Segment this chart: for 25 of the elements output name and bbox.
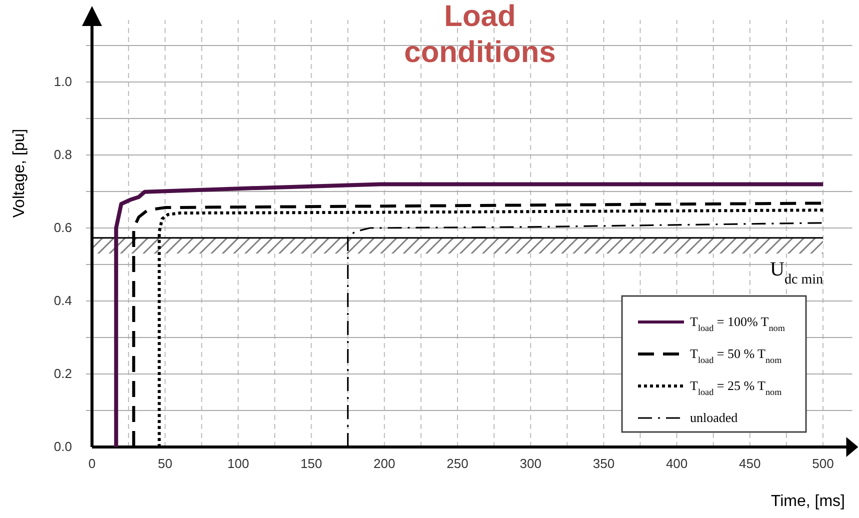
y-tick-label: 0.0	[54, 439, 72, 454]
x-tick-label: 500	[812, 456, 834, 472]
y-tick-label: 1.0	[54, 74, 72, 90]
x-tick-label: 350	[592, 456, 615, 472]
x-tick-label: 300	[520, 456, 542, 472]
x-tick-label: 150	[300, 456, 322, 472]
x-tick-label: 100	[227, 456, 250, 472]
x-tick-label: 200	[374, 456, 396, 472]
band-label: U$_{dc min}$	[770, 258, 823, 288]
chart-title: Load conditions	[404, 0, 556, 69]
legend-label: T$_{load}$ = 100% T$_{nom}$	[690, 314, 785, 333]
x-axis-title: Time, [ms]	[770, 493, 845, 510]
x-tick-label: 450	[739, 456, 761, 472]
y-tick-label: 0.2	[54, 366, 72, 382]
x-tick-label: 50	[158, 456, 172, 472]
legend-label: T$_{load}$ = 50 % T$_{nom}$	[690, 346, 782, 365]
y-tick-label: 0.6	[54, 220, 72, 236]
x-tick-label: 250	[446, 456, 468, 472]
legend-label: T$_{load}$ = 25 % T$_{nom}$	[690, 378, 782, 397]
legend-label: unloaded	[690, 410, 738, 425]
x-tick-label: 0	[88, 456, 96, 472]
y-axis-title: Voltage, [pu]	[11, 128, 28, 218]
y-tick-label: 0.4	[54, 293, 72, 308]
x-tick-label: 400	[666, 456, 688, 472]
y-tick-label: 0.8	[54, 147, 72, 162]
